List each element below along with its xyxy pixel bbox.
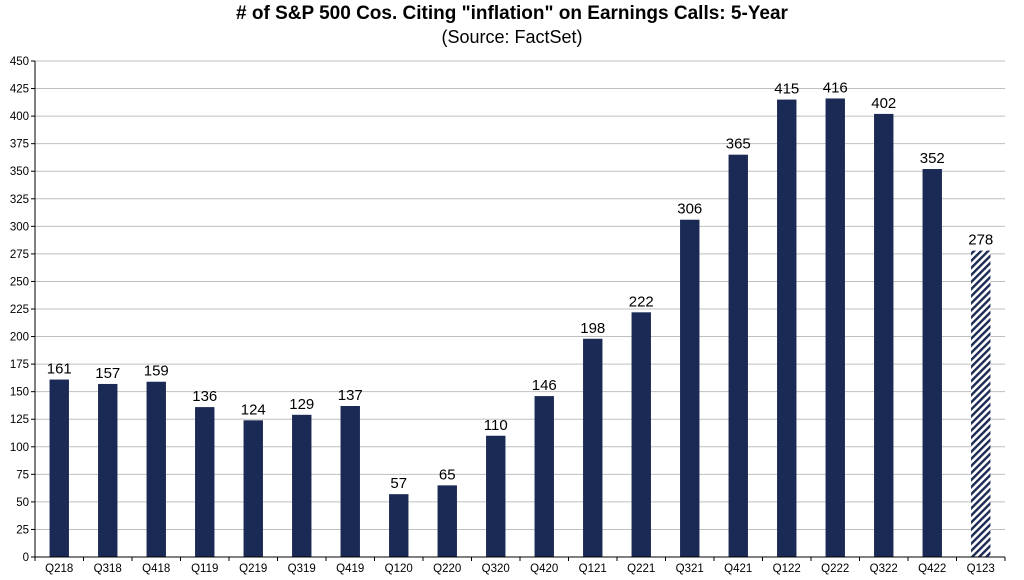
x-tick-label: Q120 [385, 563, 413, 575]
bar [49, 379, 69, 557]
x-tick-label: Q219 [239, 563, 267, 575]
y-tick-label: 0 [23, 552, 29, 564]
bar [922, 169, 942, 558]
y-tick-label: 375 [10, 139, 29, 151]
bar [728, 154, 748, 557]
data-label: 161 [47, 361, 72, 378]
y-axis-ticks: 0 25 50 75 100 125 150 175 200 225 250 275 300 325 350… [10, 56, 35, 564]
y-tick-label: 150 [10, 387, 29, 399]
data-label: 416 [823, 79, 848, 96]
y-tick-label: 50 [16, 497, 29, 509]
bar [534, 396, 554, 557]
x-tick-label: Q321 [676, 563, 704, 575]
y-tick-label: 450 [10, 56, 29, 68]
y-tick-label: 250 [10, 276, 29, 288]
x-axis-ticks: Q218 Q318 Q418 Q119 Q219 Q319 Q419 Q120 Q220 Q320… [34, 557, 1006, 575]
data-label: 124 [241, 401, 266, 418]
y-tick-label: 350 [10, 166, 29, 178]
bar [874, 113, 894, 557]
bar [437, 485, 457, 557]
data-label: 137 [338, 387, 363, 404]
bars [49, 98, 991, 558]
x-tick-label: Q318 [94, 563, 122, 575]
bar [825, 98, 845, 557]
bar [389, 494, 409, 557]
data-label: 222 [629, 293, 654, 310]
x-tick-label: Q322 [870, 563, 898, 575]
data-label: 415 [774, 81, 799, 98]
data-label: 157 [95, 365, 120, 382]
bar [146, 381, 166, 557]
gridlines [35, 60, 1005, 558]
x-tick-label: Q222 [821, 563, 849, 575]
data-label: 278 [968, 232, 993, 249]
data-label: 110 [484, 417, 508, 434]
y-tick-label: 275 [10, 249, 29, 261]
y-tick-label: 100 [10, 442, 29, 454]
data-label: 57 [390, 475, 407, 492]
bar [631, 312, 651, 557]
data-label: 146 [532, 377, 557, 394]
y-tick-label: 175 [10, 359, 29, 371]
axes [34, 61, 1005, 558]
data-label: 365 [726, 136, 751, 153]
bar [195, 407, 215, 557]
y-tick-label: 400 [10, 111, 29, 123]
chart-subtitle: (Source: FactSet) [441, 27, 583, 47]
y-tick-label: 325 [10, 194, 29, 206]
data-label: 129 [289, 396, 314, 413]
y-tick-label: 225 [10, 304, 29, 316]
x-tick-label: Q419 [336, 563, 364, 575]
x-tick-label: Q420 [530, 563, 558, 575]
bar [98, 383, 118, 557]
bar [243, 420, 263, 557]
x-tick-label: Q320 [482, 563, 510, 575]
bar [777, 99, 797, 558]
bar [340, 405, 360, 557]
y-tick-label: 125 [10, 414, 29, 426]
x-tick-label: Q119 [191, 563, 218, 575]
data-label: 402 [871, 95, 896, 112]
x-tick-label: Q122 [773, 563, 801, 575]
y-tick-label: 75 [16, 469, 29, 481]
x-tick-label: Q123 [967, 563, 995, 575]
y-tick-label: 300 [10, 221, 29, 233]
data-label: 306 [677, 201, 702, 218]
x-tick-label: Q421 [724, 563, 752, 575]
bar [292, 414, 312, 557]
bar [486, 435, 506, 557]
x-tick-label: Q218 [45, 563, 73, 575]
data-label: 159 [144, 363, 169, 380]
chart-title: # of S&P 500 Cos. Citing "inflation" on … [236, 3, 788, 24]
y-tick-label: 425 [10, 84, 29, 96]
y-tick-label: 25 [16, 524, 29, 536]
y-tick-label: 200 [10, 332, 29, 344]
bar [583, 338, 603, 557]
x-tick-label: Q319 [288, 563, 316, 575]
data-label: 352 [920, 150, 945, 167]
x-tick-label: Q121 [579, 563, 607, 575]
bar [680, 219, 700, 557]
bar-estimated [971, 250, 991, 558]
x-tick-label: Q221 [627, 563, 655, 575]
x-tick-label: Q418 [142, 563, 170, 575]
x-tick-label: Q422 [918, 563, 946, 575]
data-labels: 161 157 159 136 124 129 137 57 65 110 146 198 222 306… [47, 79, 994, 492]
x-tick-label: Q220 [433, 563, 461, 575]
data-label: 198 [580, 320, 605, 337]
data-label: 65 [439, 466, 456, 483]
data-label: 136 [192, 388, 217, 405]
